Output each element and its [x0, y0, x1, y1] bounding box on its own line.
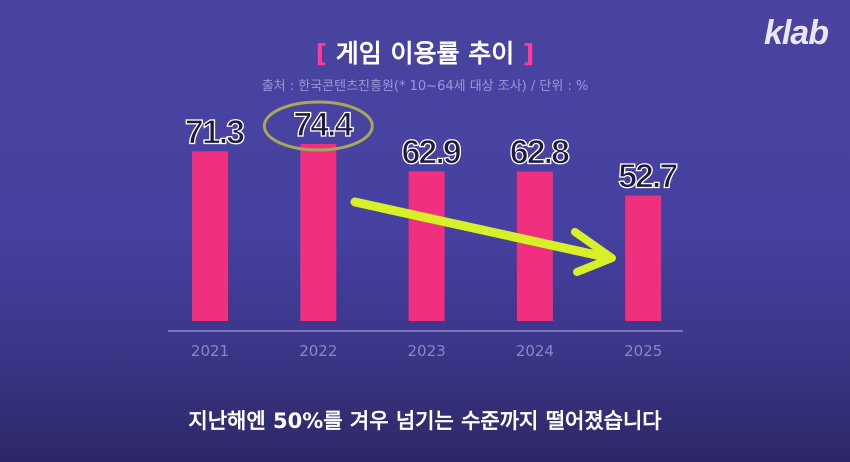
- klab-logo: klab: [763, 14, 829, 52]
- bar-2025: [625, 195, 662, 321]
- chart-source: 출처 : 한국콘텐츠진흥원(* 10~64세 대상 조사) / 단위 : %: [261, 79, 589, 94]
- data-label-2024: 62.8: [510, 134, 569, 172]
- x-tick-label-2025: 2025: [624, 342, 662, 360]
- data-label-2021: 71.3: [185, 113, 244, 151]
- title-text: 게임 이용률 추이: [335, 39, 515, 68]
- data-label-2023: 62.9: [402, 133, 461, 171]
- x-tick-label-2021: 2021: [191, 342, 229, 360]
- x-tick-label-2022: 2022: [299, 342, 337, 360]
- data-label-2022: 74.4: [293, 106, 353, 144]
- video-subtitle: 지난해엔 50%를 겨우 넘기는 수준까지 떨어졌습니다: [188, 409, 662, 433]
- bar-2021: [192, 151, 228, 321]
- trend-arrow-head: [571, 228, 616, 276]
- data-label-2025: 52.7: [618, 158, 677, 196]
- x-tick-label-2024: 2024: [516, 342, 554, 360]
- trend-arrow-shaft: [350, 197, 615, 263]
- x-tick-label-2023: 2023: [408, 342, 446, 360]
- title-bracket-right: ]: [522, 39, 535, 68]
- bar-2023: [408, 171, 445, 321]
- chart-title: [ 게임 이용률 추이 ]: [0, 34, 850, 70]
- title-bracket-left: [: [315, 39, 328, 68]
- highlight-circle: [262, 100, 374, 152]
- bar-2022: [300, 143, 337, 321]
